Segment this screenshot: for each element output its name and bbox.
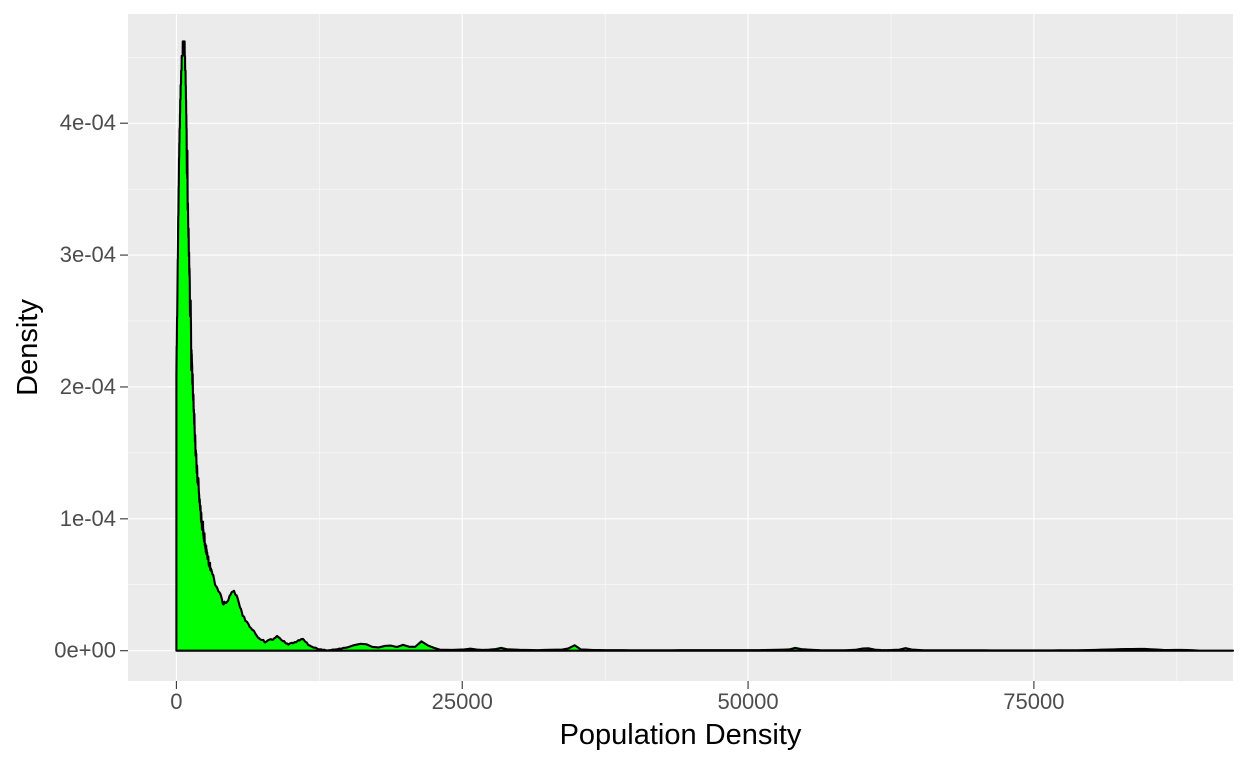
svg-text:0e+00: 0e+00 [54, 638, 116, 663]
svg-text:0: 0 [170, 689, 182, 714]
svg-text:25000: 25000 [432, 689, 493, 714]
svg-text:3e-04: 3e-04 [60, 242, 116, 267]
svg-text:50000: 50000 [717, 689, 778, 714]
svg-text:75000: 75000 [1003, 689, 1064, 714]
svg-text:1e-04: 1e-04 [60, 506, 116, 531]
svg-text:4e-04: 4e-04 [60, 110, 116, 135]
svg-text:2e-04: 2e-04 [60, 374, 116, 399]
